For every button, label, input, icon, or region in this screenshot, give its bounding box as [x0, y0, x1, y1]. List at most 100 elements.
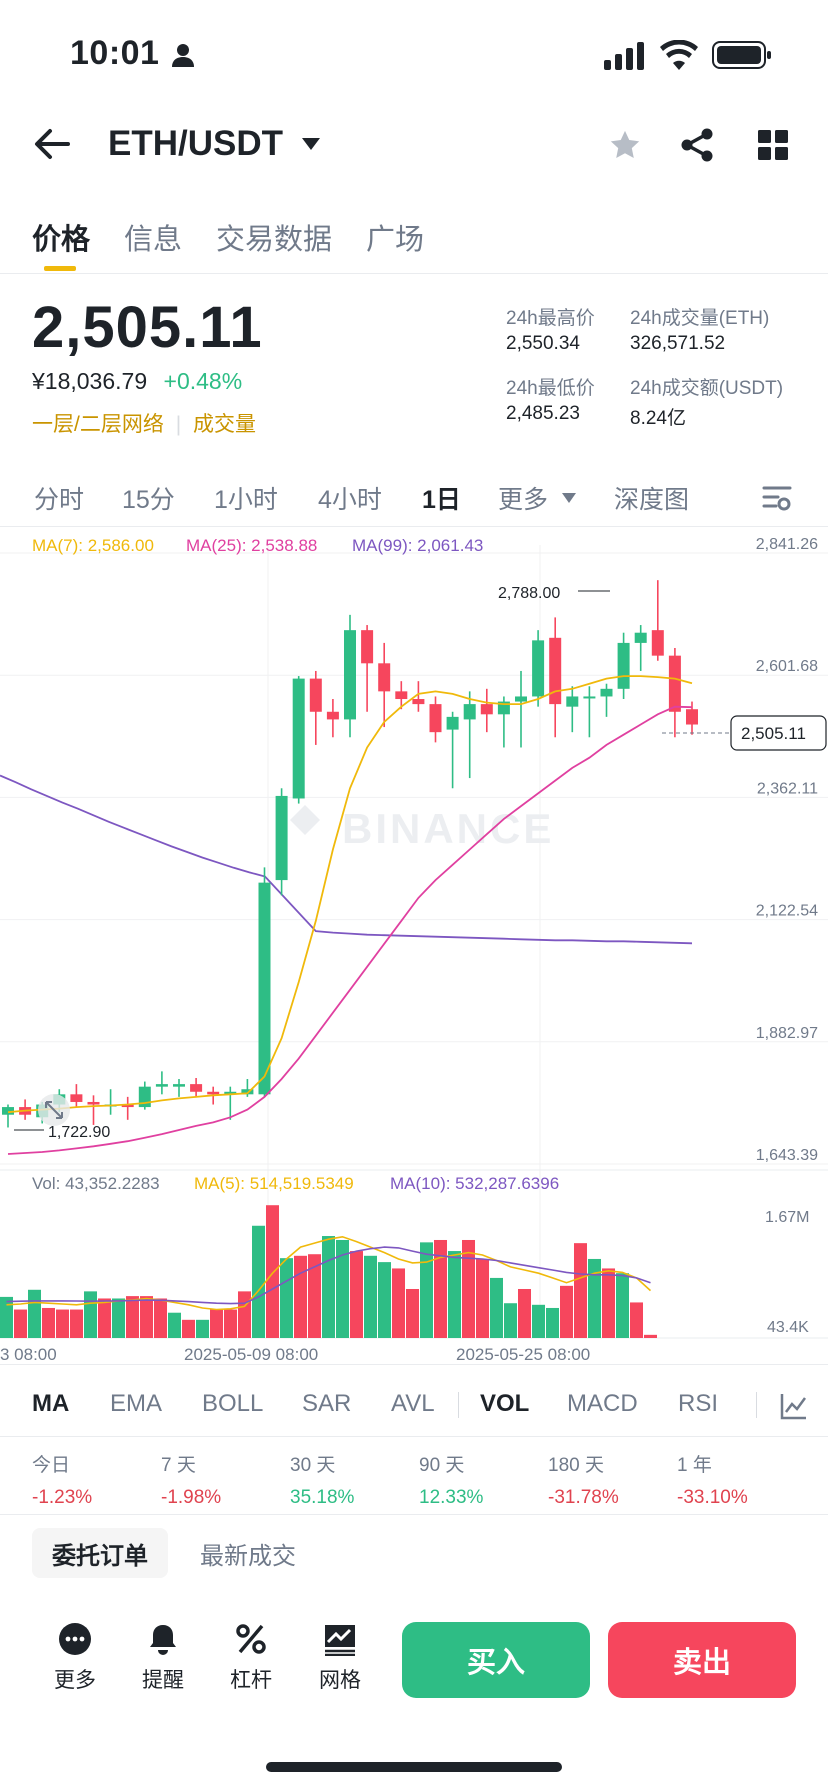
price-axis-label: 1,882.97	[756, 1025, 818, 1042]
alert-button[interactable]: 提醒	[136, 1622, 190, 1694]
high-annotation: 2,788.00	[498, 585, 560, 602]
expand-chart-icon[interactable]	[38, 1094, 70, 1126]
indicator-boll[interactable]: BOLL	[202, 1390, 264, 1417]
vol-axis-max: 1.67M	[765, 1209, 809, 1226]
volume-bar	[476, 1258, 489, 1338]
candle-body	[395, 691, 408, 700]
timeframe-line[interactable]: 分时	[34, 486, 85, 514]
indicator-avl[interactable]: AVL	[391, 1390, 435, 1417]
timeframe-1h[interactable]: 1小时	[214, 486, 278, 514]
indicator-macd[interactable]: MACD	[567, 1390, 638, 1417]
volume-bar	[154, 1298, 167, 1338]
perf-label: 1 年	[677, 1455, 712, 1476]
recent-trades-tab[interactable]: 最新成交	[200, 1528, 296, 1578]
cellular-signal-icon	[604, 42, 644, 70]
price-axis-label: 2,601.68	[756, 658, 818, 675]
more-label: 更多	[54, 1669, 96, 1692]
candle-body	[583, 696, 596, 699]
indicator-sar[interactable]: SAR	[302, 1390, 352, 1417]
low-label: 24h最低价	[506, 378, 595, 399]
volume-legend: Vol: 43,352.2283 MA(5): 514,519.5349 MA(…	[32, 1174, 559, 1193]
volume-bar	[140, 1296, 153, 1338]
price-tags: 一层/二层网络 | 成交量	[32, 413, 256, 436]
ma25-legend: MA(25): 2,538.88	[186, 536, 317, 555]
volume-bar	[70, 1309, 83, 1338]
ma99-line	[0, 774, 693, 945]
price-axis-label: 2,362.11	[757, 780, 818, 797]
volume-bar	[252, 1225, 265, 1338]
leverage-percent-icon	[236, 1624, 266, 1654]
order-book-tab[interactable]: 委托订单	[32, 1528, 168, 1578]
perf-label: 今日	[32, 1455, 71, 1476]
perf-label: 30 天	[290, 1455, 336, 1476]
more-dots-icon	[59, 1623, 91, 1655]
tab-info[interactable]: 信息	[124, 224, 183, 256]
grid-menu-icon[interactable]	[758, 130, 788, 160]
indicator-vol[interactable]: VOL	[480, 1390, 530, 1417]
grid-trading-button[interactable]: 网格	[313, 1622, 367, 1694]
indicator-separator	[458, 1392, 459, 1418]
price-axis-label: 1,643.39	[756, 1147, 818, 1164]
current-price-label: 2,505.11	[741, 724, 806, 743]
indicator-rsi[interactable]: RSI	[678, 1390, 719, 1417]
grid-trading-label: 网格	[319, 1669, 361, 1692]
indicator-ma[interactable]: MA	[32, 1390, 70, 1417]
back-arrow-icon[interactable]	[34, 128, 70, 160]
volume-bar	[560, 1285, 573, 1338]
candle-body	[344, 630, 356, 720]
indicator-ema[interactable]: EMA	[110, 1390, 163, 1417]
kline-chart[interactable]: BINANCE MA(7): 2,586.00 MA(25): 2,538.88…	[0, 527, 828, 1363]
date-label: 2025-05-09 08:00	[184, 1345, 318, 1363]
more-button[interactable]: 更多	[48, 1622, 102, 1694]
battery-icon	[712, 41, 771, 69]
divider	[0, 273, 828, 274]
volume-bar	[378, 1262, 391, 1338]
divider	[0, 1514, 828, 1515]
candle-body	[70, 1094, 83, 1102]
tab-price[interactable]: 价格	[32, 224, 91, 256]
tag-layer-network[interactable]: 一层/二层网络	[32, 413, 164, 436]
tab-trading-data[interactable]: 交易数据	[216, 224, 333, 256]
star-icon[interactable]	[608, 128, 642, 162]
vol-axis-min: 43.4K	[767, 1319, 809, 1336]
high-label: 24h最高价	[506, 308, 595, 329]
volume-bar	[630, 1302, 643, 1338]
volume-bar	[420, 1242, 433, 1338]
timeframe-15m[interactable]: 15分	[122, 486, 175, 514]
volume-bar	[14, 1309, 27, 1338]
timeframe-more[interactable]: 更多	[498, 480, 577, 516]
chart-settings-icon[interactable]	[762, 484, 792, 512]
tab-square[interactable]: 广场	[366, 224, 425, 256]
vol-eth-value: 326,571.52	[630, 333, 726, 354]
divider	[0, 1364, 828, 1365]
buy-button[interactable]: 买入	[402, 1622, 590, 1698]
timeframe-4h[interactable]: 4小时	[318, 486, 382, 514]
candles	[2, 580, 698, 1128]
volume-bar	[434, 1239, 447, 1338]
volume-bar	[350, 1251, 363, 1338]
candle-body	[600, 688, 613, 697]
candle-body	[651, 630, 664, 656]
date-label: 2025-05-25 08:00	[456, 1345, 590, 1363]
indicator-settings-icon[interactable]	[780, 1392, 808, 1420]
timeframe-1d[interactable]: 1日	[422, 486, 461, 514]
ma-lines	[7, 675, 693, 1155]
candle-body	[412, 699, 425, 705]
candle-body	[686, 709, 698, 725]
perf-180d: 180 天 -31.78%	[548, 1450, 619, 1509]
vol-usdt-value: 8.24亿	[630, 408, 686, 429]
home-indicator	[266, 1762, 562, 1772]
candle-body	[378, 663, 391, 692]
price-cny-value: ¥18,036.79	[32, 368, 148, 394]
leverage-button[interactable]: 杠杆	[224, 1622, 278, 1694]
timeframe-depth[interactable]: 深度图	[614, 486, 690, 514]
tag-volume[interactable]: 成交量	[193, 413, 256, 436]
volume-bar	[546, 1307, 559, 1338]
share-icon[interactable]	[680, 128, 714, 162]
volume-bar	[392, 1268, 405, 1338]
volume-bar	[294, 1255, 307, 1338]
alert-label: 提醒	[142, 1669, 184, 1692]
pair-selector[interactable]: ETH/USDT	[108, 124, 321, 164]
vol-usdt-label: 24h成交额(USDT)	[630, 378, 784, 399]
sell-button[interactable]: 卖出	[608, 1622, 796, 1698]
